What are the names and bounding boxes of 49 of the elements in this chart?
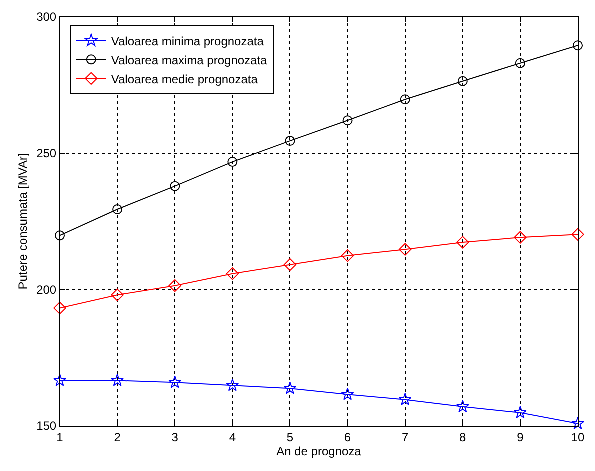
point xyxy=(168,376,182,388)
point xyxy=(111,288,124,302)
x-tick-label: 2 xyxy=(114,430,122,444)
x-axis-title: An de prognoza xyxy=(276,444,362,458)
legend-label: Valoarea medie prognozata xyxy=(111,72,258,86)
x-tick-label: 5 xyxy=(286,430,294,444)
x-tick-label: 6 xyxy=(344,430,352,444)
point xyxy=(284,258,297,272)
point xyxy=(54,302,66,315)
point xyxy=(284,382,297,394)
y-tick-label: 200 xyxy=(36,282,57,297)
point xyxy=(111,374,124,386)
point xyxy=(112,204,123,214)
legend-label: Valoarea minima prognozata xyxy=(111,34,264,48)
point xyxy=(398,393,412,406)
point xyxy=(55,230,65,241)
point xyxy=(226,268,240,280)
point xyxy=(572,228,584,241)
x-tick-label: 4 xyxy=(229,430,236,444)
x-tick-label: 10 xyxy=(571,430,585,444)
point xyxy=(168,280,182,292)
legend-label: Valoarea maxima prognozata xyxy=(111,53,268,68)
point xyxy=(54,374,66,386)
point xyxy=(285,136,296,146)
point xyxy=(514,231,527,244)
point xyxy=(514,406,527,419)
point xyxy=(572,417,584,430)
point xyxy=(341,250,354,262)
point xyxy=(400,94,410,105)
point xyxy=(170,181,180,192)
point xyxy=(515,58,526,68)
y-tick-label: 250 xyxy=(36,146,57,161)
point xyxy=(341,388,354,400)
point xyxy=(456,400,470,413)
x-tick-label: 8 xyxy=(460,430,467,444)
y-tick-label: 300 xyxy=(36,10,57,24)
point xyxy=(456,236,470,249)
x-tick-label: 3 xyxy=(172,430,179,444)
x-tick-label: 9 xyxy=(517,430,524,444)
point xyxy=(342,116,353,126)
y-tick-label: 150 xyxy=(36,419,57,434)
x-tick-label: 1 xyxy=(56,430,64,444)
point xyxy=(226,378,240,392)
point xyxy=(458,76,468,86)
y-axis-title: Putere consumata [MVAr] xyxy=(16,153,30,290)
x-tick-label: 7 xyxy=(402,430,409,444)
point xyxy=(398,243,412,256)
point xyxy=(573,40,583,51)
point xyxy=(228,157,238,168)
